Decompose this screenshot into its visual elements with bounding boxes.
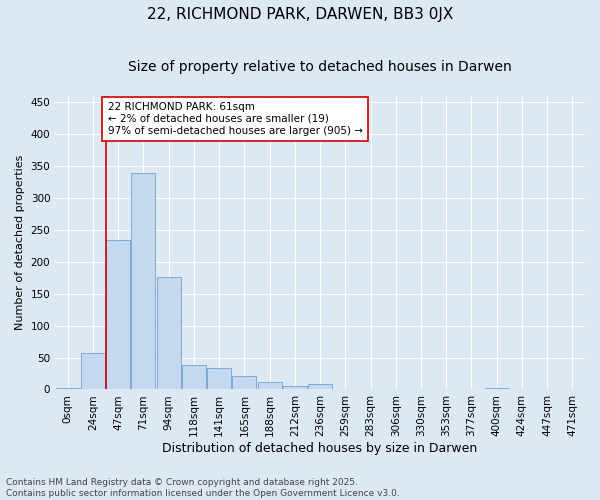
- Bar: [207, 368, 231, 390]
- X-axis label: Distribution of detached houses by size in Darwen: Distribution of detached houses by size …: [163, 442, 478, 455]
- Text: 22 RICHMOND PARK: 61sqm
← 2% of detached houses are smaller (19)
97% of semi-det: 22 RICHMOND PARK: 61sqm ← 2% of detached…: [107, 102, 362, 136]
- Text: Contains HM Land Registry data © Crown copyright and database right 2025.
Contai: Contains HM Land Registry data © Crown c…: [6, 478, 400, 498]
- Bar: [232, 376, 256, 390]
- Title: Size of property relative to detached houses in Darwen: Size of property relative to detached ho…: [128, 60, 512, 74]
- Text: 22, RICHMOND PARK, DARWEN, BB3 0JX: 22, RICHMOND PARK, DARWEN, BB3 0JX: [147, 8, 453, 22]
- Y-axis label: Number of detached properties: Number of detached properties: [15, 155, 25, 330]
- Bar: [81, 353, 105, 390]
- Bar: [308, 384, 332, 390]
- Bar: [283, 386, 307, 390]
- Bar: [257, 382, 281, 390]
- Bar: [106, 240, 130, 390]
- Bar: [56, 388, 80, 390]
- Bar: [131, 172, 155, 390]
- Bar: [560, 389, 584, 390]
- Bar: [485, 388, 509, 390]
- Bar: [182, 365, 206, 390]
- Bar: [157, 276, 181, 390]
- Bar: [359, 389, 383, 390]
